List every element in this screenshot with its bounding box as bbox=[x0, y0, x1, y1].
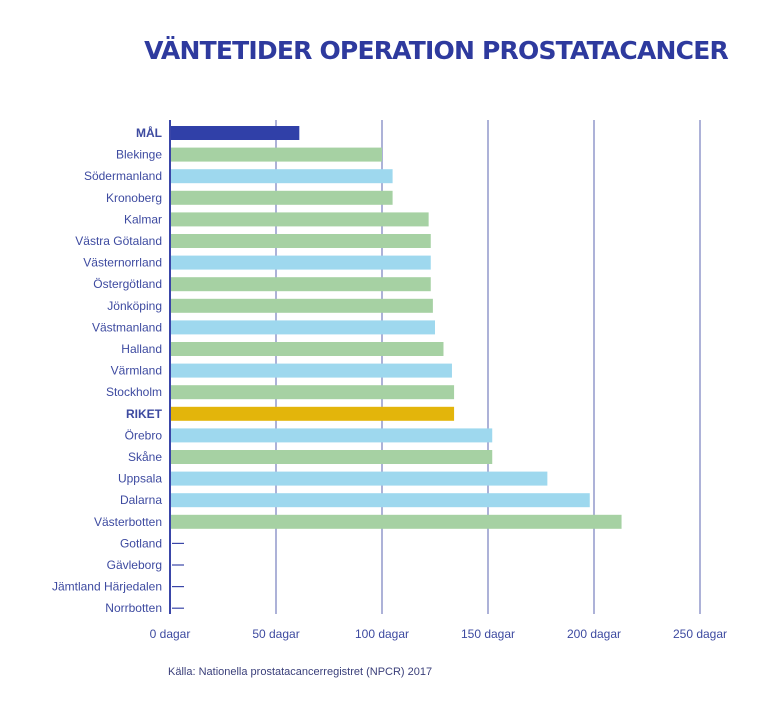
x-tick-label: 0 dagar bbox=[150, 627, 191, 641]
category-label: RIKET bbox=[126, 407, 163, 421]
category-label: Skåne bbox=[128, 450, 162, 464]
category-label: Gotland bbox=[120, 536, 162, 550]
category-label: Västernorrland bbox=[83, 256, 162, 270]
bars bbox=[171, 126, 622, 529]
bar bbox=[171, 406, 455, 421]
x-tick-label: 200 dagar bbox=[567, 627, 621, 641]
x-tick-labels: 0 dagar 50 dagar 100 dagar 150 dagar 200 dag… bbox=[150, 627, 727, 641]
bar bbox=[171, 169, 393, 184]
bar bbox=[171, 320, 435, 335]
category-label: Jönköping bbox=[107, 299, 162, 313]
category-label: Stockholm bbox=[106, 385, 162, 399]
bar bbox=[171, 493, 590, 508]
category-label: Kronoberg bbox=[106, 191, 162, 205]
bar bbox=[171, 342, 444, 356]
category-label: Västerbotten bbox=[94, 515, 162, 529]
category-label: Värmland bbox=[111, 364, 162, 378]
category-label: Östergötland bbox=[93, 277, 162, 291]
bar bbox=[171, 255, 431, 270]
bar bbox=[171, 471, 548, 486]
x-tick-label: 250 dagar bbox=[673, 627, 727, 641]
category-label: Blekinge bbox=[116, 148, 162, 162]
category-label: Gävleborg bbox=[107, 558, 162, 572]
bar bbox=[171, 428, 493, 443]
chart-title: VÄNTETIDER OPERATION PROSTATACANCER bbox=[144, 36, 729, 65]
bar bbox=[171, 147, 382, 162]
category-label: Västmanland bbox=[92, 320, 162, 334]
category-label: Örebro bbox=[125, 428, 163, 442]
bar bbox=[171, 234, 431, 248]
category-label: Södermanland bbox=[84, 169, 162, 183]
bar bbox=[171, 363, 452, 378]
category-label: Halland bbox=[121, 342, 162, 356]
category-labels: MÅL Blekinge Södermanland Kronoberg Kalmar Vä… bbox=[52, 125, 163, 615]
bar bbox=[171, 385, 455, 400]
bar bbox=[171, 298, 433, 313]
category-label: Jämtland Härjedalen bbox=[52, 580, 162, 594]
category-label: MÅL bbox=[136, 125, 162, 140]
bar bbox=[171, 212, 429, 227]
category-label: Dalarna bbox=[120, 493, 162, 507]
bar bbox=[171, 190, 393, 205]
bar-chart: MÅL Blekinge Södermanland Kronoberg Kalmar Vä… bbox=[52, 120, 727, 641]
bar bbox=[171, 450, 493, 464]
category-label: Västra Götaland bbox=[75, 234, 162, 248]
x-tick-label: 100 dagar bbox=[355, 627, 409, 641]
bar bbox=[171, 126, 300, 140]
axes bbox=[169, 120, 184, 614]
source-note: Källa: Nationella prostatacancerregistre… bbox=[168, 666, 433, 678]
bar bbox=[171, 514, 622, 529]
x-tick-label: 50 dagar bbox=[252, 627, 299, 641]
x-tick-label: 150 dagar bbox=[461, 627, 515, 641]
category-label: Kalmar bbox=[124, 212, 162, 226]
bar bbox=[171, 277, 431, 292]
category-label: Norrbotten bbox=[105, 601, 162, 615]
category-label: Uppsala bbox=[118, 472, 162, 486]
